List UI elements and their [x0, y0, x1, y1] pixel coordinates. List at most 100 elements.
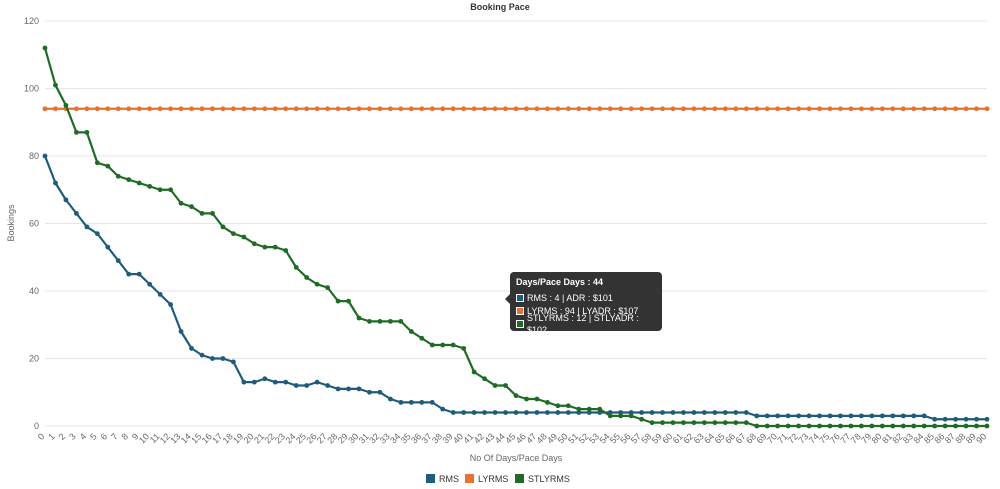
- point-rms[interactable]: [942, 416, 948, 422]
- point-stlyrms[interactable]: [471, 369, 477, 375]
- point-lyrms[interactable]: [576, 106, 582, 112]
- point-stlyrms[interactable]: [848, 423, 854, 429]
- point-rms[interactable]: [398, 399, 404, 405]
- point-lyrms[interactable]: [827, 106, 833, 112]
- point-lyrms[interactable]: [304, 106, 310, 112]
- point-rms[interactable]: [565, 410, 571, 415]
- point-lyrms[interactable]: [838, 106, 843, 112]
- point-lyrms[interactable]: [105, 106, 111, 112]
- point-lyrms[interactable]: [702, 106, 707, 112]
- point-stlyrms[interactable]: [712, 420, 718, 426]
- point-lyrms[interactable]: [325, 106, 330, 112]
- point-lyrms[interactable]: [115, 106, 121, 112]
- point-rms[interactable]: [607, 410, 613, 415]
- point-stlyrms[interactable]: [461, 345, 467, 351]
- point-rms[interactable]: [199, 352, 205, 358]
- point-stlyrms[interactable]: [817, 423, 822, 429]
- point-lyrms[interactable]: [764, 106, 770, 112]
- point-stlyrms[interactable]: [702, 420, 707, 426]
- point-stlyrms[interactable]: [869, 423, 875, 429]
- point-lyrms[interactable]: [565, 106, 571, 112]
- point-rms[interactable]: [377, 389, 383, 395]
- point-rms[interactable]: [932, 416, 938, 422]
- point-rms[interactable]: [984, 416, 990, 422]
- point-rms[interactable]: [670, 410, 676, 415]
- point-rms[interactable]: [817, 413, 822, 419]
- point-rms[interactable]: [408, 399, 414, 405]
- point-lyrms[interactable]: [429, 106, 435, 112]
- point-stlyrms[interactable]: [440, 342, 446, 348]
- point-lyrms[interactable]: [607, 106, 613, 112]
- point-lyrms[interactable]: [890, 106, 896, 112]
- point-stlyrms[interactable]: [911, 423, 917, 429]
- point-lyrms[interactable]: [168, 106, 174, 112]
- point-rms[interactable]: [848, 413, 854, 419]
- point-stlyrms[interactable]: [178, 200, 184, 206]
- point-rms[interactable]: [649, 410, 655, 415]
- point-lyrms[interactable]: [53, 106, 58, 112]
- point-stlyrms[interactable]: [890, 423, 896, 429]
- point-rms[interactable]: [74, 210, 79, 216]
- point-lyrms[interactable]: [649, 106, 655, 112]
- point-lyrms[interactable]: [283, 106, 289, 112]
- point-stlyrms[interactable]: [953, 423, 958, 429]
- point-rms[interactable]: [911, 413, 917, 419]
- point-stlyrms[interactable]: [346, 298, 351, 304]
- point-stlyrms[interactable]: [136, 180, 142, 186]
- point-stlyrms[interactable]: [325, 285, 330, 291]
- point-stlyrms[interactable]: [199, 210, 205, 216]
- point-rms[interactable]: [963, 416, 969, 422]
- point-stlyrms[interactable]: [806, 423, 812, 429]
- point-rms[interactable]: [754, 413, 760, 419]
- point-stlyrms[interactable]: [974, 423, 979, 429]
- point-rms[interactable]: [482, 410, 487, 415]
- point-rms[interactable]: [764, 413, 770, 419]
- point-lyrms[interactable]: [136, 106, 142, 112]
- point-lyrms[interactable]: [817, 106, 822, 112]
- point-rms[interactable]: [921, 413, 927, 419]
- point-stlyrms[interactable]: [42, 45, 48, 51]
- point-rms[interactable]: [241, 379, 247, 385]
- point-lyrms[interactable]: [231, 106, 236, 112]
- point-lyrms[interactable]: [628, 106, 634, 112]
- point-stlyrms[interactable]: [251, 241, 257, 247]
- point-rms[interactable]: [869, 413, 875, 419]
- point-rms[interactable]: [419, 399, 425, 405]
- point-lyrms[interactable]: [670, 106, 676, 112]
- point-stlyrms[interactable]: [513, 393, 519, 399]
- point-lyrms[interactable]: [555, 106, 561, 112]
- point-lyrms[interactable]: [241, 106, 247, 112]
- point-stlyrms[interactable]: [377, 318, 383, 324]
- point-rms[interactable]: [157, 291, 163, 297]
- point-lyrms[interactable]: [785, 106, 791, 112]
- point-stlyrms[interactable]: [220, 224, 226, 230]
- point-stlyrms[interactable]: [272, 244, 278, 250]
- point-lyrms[interactable]: [921, 106, 927, 112]
- point-lyrms[interactable]: [879, 106, 885, 112]
- point-lyrms[interactable]: [754, 106, 760, 112]
- point-stlyrms[interactable]: [304, 275, 310, 280]
- point-lyrms[interactable]: [597, 106, 603, 112]
- point-stlyrms[interactable]: [534, 396, 540, 402]
- point-lyrms[interactable]: [157, 106, 163, 112]
- point-lyrms[interactable]: [126, 106, 132, 112]
- point-rms[interactable]: [136, 271, 142, 277]
- point-rms[interactable]: [471, 410, 477, 415]
- point-lyrms[interactable]: [806, 106, 812, 112]
- point-lyrms[interactable]: [335, 106, 341, 112]
- point-lyrms[interactable]: [471, 106, 477, 112]
- point-rms[interactable]: [492, 410, 498, 415]
- point-lyrms[interactable]: [482, 106, 487, 112]
- point-rms[interactable]: [806, 413, 812, 419]
- point-stlyrms[interactable]: [639, 416, 644, 422]
- point-stlyrms[interactable]: [168, 187, 174, 193]
- point-rms[interactable]: [733, 410, 739, 415]
- point-stlyrms[interactable]: [63, 102, 69, 108]
- point-stlyrms[interactable]: [691, 420, 697, 426]
- point-lyrms[interactable]: [848, 106, 854, 112]
- point-lyrms[interactable]: [189, 106, 194, 112]
- point-lyrms[interactable]: [450, 106, 456, 112]
- point-stlyrms[interactable]: [283, 248, 289, 253]
- point-stlyrms[interactable]: [157, 187, 163, 193]
- point-rms[interactable]: [503, 410, 508, 415]
